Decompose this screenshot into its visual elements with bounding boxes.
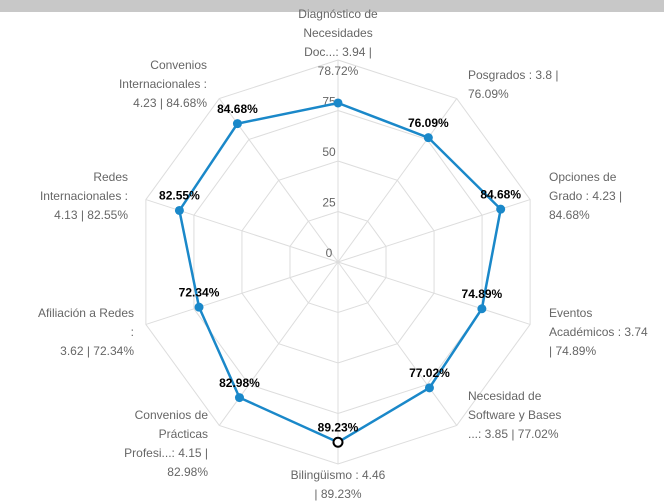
point-highlight <box>332 436 344 448</box>
spoke <box>337 261 531 325</box>
axis-label: Redes <box>93 170 128 184</box>
spoke <box>337 261 458 426</box>
spoke <box>145 261 339 325</box>
value-label: 74.89% <box>462 287 503 301</box>
axis-label: | 89.23% <box>314 487 361 501</box>
value-label: 89.23% <box>318 420 359 434</box>
point <box>423 133 433 143</box>
axis-label: ...: 3.85 | 77.02% <box>468 427 559 441</box>
axis-label: Profesi...: 4.15 | <box>124 446 208 460</box>
axis-label: Internacionales : <box>119 77 207 91</box>
axis-label: 78.72% <box>318 64 359 78</box>
point <box>424 383 434 393</box>
axis-label: 4.13 | 82.55% <box>54 208 128 222</box>
axis-label: 84.68% <box>549 208 590 222</box>
axis-label: 4.23 | 84.68% <box>133 96 207 110</box>
value-label: 84.68% <box>480 187 521 201</box>
axis-label: Convenios <box>150 58 207 72</box>
point <box>496 204 506 214</box>
tick-label: 25 <box>322 196 336 210</box>
axis-label: Internacionales : <box>40 189 128 203</box>
value-label: 84.68% <box>217 102 258 116</box>
axis-label: Diagnóstico de <box>298 7 378 21</box>
axis-label: Afiliación a Redes <box>38 306 134 320</box>
point <box>234 393 244 403</box>
point <box>333 98 343 108</box>
series-line <box>178 101 503 444</box>
point <box>232 119 242 129</box>
value-label: 76.09% <box>408 116 449 130</box>
header-bar <box>0 0 664 12</box>
value-label: 72.34% <box>179 285 220 299</box>
axis-label: Opciones de <box>549 170 617 184</box>
point <box>194 302 204 312</box>
axis-label: Necesidad de <box>468 389 542 403</box>
tick-label: 0 <box>326 246 333 260</box>
axis-label: 3.62 | 72.34% <box>60 344 134 358</box>
axis-label: Software y Bases <box>468 408 561 422</box>
axis-label: Necesidades <box>303 26 372 40</box>
axis-label: : <box>131 325 134 339</box>
axis-label: Posgrados : 3.8 | <box>468 68 559 82</box>
axis-label: Bilingüismo : 4.46 <box>291 468 386 482</box>
axis-label: Convenios de <box>135 408 209 422</box>
value-label: 77.02% <box>409 366 450 380</box>
value-label: 82.55% <box>159 189 200 203</box>
value-label: 82.98% <box>219 376 260 390</box>
tick-label: 50 <box>322 145 336 159</box>
axis-label: Grado : 4.23 | <box>549 189 622 203</box>
axis-label: Doc...: 3.94 | <box>304 45 372 59</box>
point <box>174 205 184 215</box>
axis-label: Eventos <box>549 306 592 320</box>
axis-label: 82.98% <box>167 465 208 479</box>
axis-label: 76.09% <box>468 87 509 101</box>
axis-label: Prácticas <box>159 427 208 441</box>
spoke <box>337 98 458 263</box>
point <box>477 304 487 314</box>
axis-label: Académicos : 3.74 <box>549 325 648 339</box>
axis-label: | 74.89% <box>549 344 596 358</box>
